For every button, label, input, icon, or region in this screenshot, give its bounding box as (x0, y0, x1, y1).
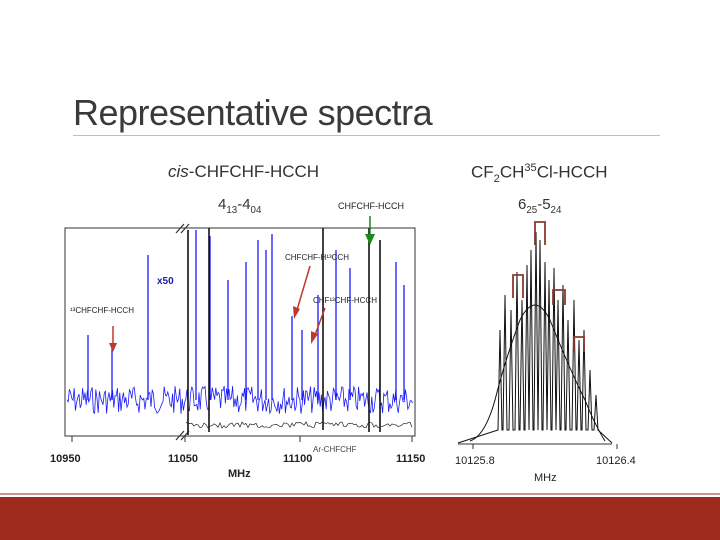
arrow-h13c (293, 265, 311, 319)
bracket-center (534, 221, 546, 245)
label-13chfchf: ¹³CHFCHF-HCCH (70, 306, 134, 315)
right-transition-label: 625-524 (518, 196, 562, 216)
arrow-main (365, 216, 375, 245)
label-chf13chf: CHF¹³CHF-HCCH (313, 296, 377, 305)
scale-factor-label: x50 (157, 276, 174, 287)
left-axis-unit: MHz (228, 468, 251, 480)
page-title: Representative spectra (73, 92, 433, 133)
tick-label-10950: 10950 (50, 453, 81, 465)
black-spectrum-trace (185, 228, 413, 435)
bracket-left (512, 274, 524, 298)
hyperfine-brackets (512, 221, 585, 352)
cis-prefix: cis (168, 162, 189, 181)
left-molecule-title: cis-CHFCHF-HCCH (168, 162, 319, 182)
right-tick-label-1: 10125.8 (455, 455, 495, 467)
left-transition-label: 413-404 (218, 196, 262, 216)
tick-label-11050: 11050 (168, 453, 198, 465)
bracket-right-lower (573, 336, 585, 352)
right-molecule-title: CF2CH35Cl-HCCH (471, 162, 608, 186)
tick-label-11100: 11100 (283, 453, 312, 465)
arrow-chf13chf (311, 307, 326, 344)
x-axis-ticks (71, 436, 413, 442)
left-plot-frame (64, 227, 416, 437)
tick-label-11150: 11150 (396, 453, 425, 465)
title-divider (73, 135, 660, 136)
label-main-isotopologue: CHFCHF-HCCH (338, 201, 404, 211)
axis-break-marks (175, 223, 190, 441)
right-axis-unit: MHz (534, 472, 557, 484)
footer-accent-line (0, 493, 720, 495)
footer-accent-bar (0, 497, 720, 540)
label-ar-complex: Ar-CHFCHF (313, 445, 357, 454)
right-spectrum-trace (457, 231, 613, 444)
right-tick-label-2: 10126.4 (596, 455, 636, 467)
bracket-right-upper (552, 289, 566, 305)
left-molecule-name: -CHFCHF-HCCH (188, 162, 320, 181)
blue-spectrum-trace (66, 230, 413, 415)
label-h13c-isotopologue: CHFCHF-H¹³CCH (285, 253, 349, 262)
arrow-13chfchf (109, 326, 117, 352)
